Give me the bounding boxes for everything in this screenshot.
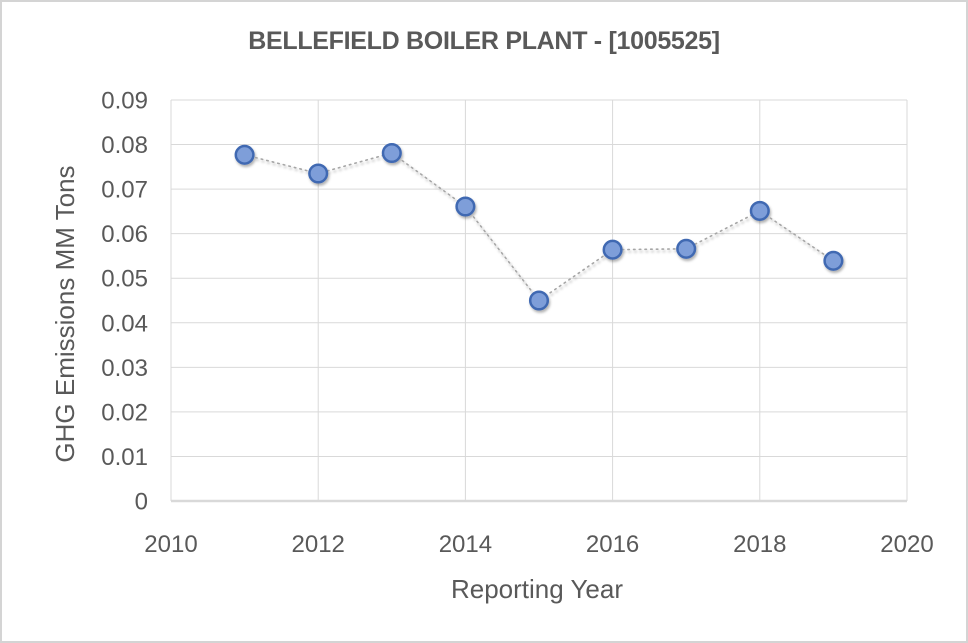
x-tick-label: 2020 xyxy=(880,531,933,558)
data-point xyxy=(749,200,770,221)
data-point xyxy=(455,196,476,217)
data-point xyxy=(676,238,697,259)
y-tick-label: 0.02 xyxy=(101,399,148,426)
data-series xyxy=(234,142,844,311)
x-tick-label: 2014 xyxy=(439,531,492,558)
y-tick-label: 0.06 xyxy=(101,221,148,248)
data-point xyxy=(528,290,550,311)
data-point xyxy=(308,163,329,184)
data-point xyxy=(381,142,402,164)
data-line xyxy=(243,152,835,302)
y-tick-label: 0.09 xyxy=(101,88,148,115)
data-point xyxy=(602,239,623,260)
y-tick-label: 0.04 xyxy=(101,310,148,337)
y-tick-label: 0 xyxy=(135,489,148,516)
x-axis-title: Reporting Year xyxy=(450,574,624,604)
x-tick-label: 2018 xyxy=(733,531,786,558)
data-point xyxy=(234,144,255,165)
data-point xyxy=(823,250,844,271)
y-tick-label: 0.05 xyxy=(101,266,148,293)
y-tick-label: 0.03 xyxy=(101,355,148,382)
x-tick-label: 2010 xyxy=(144,531,197,558)
x-tick-label: 2012 xyxy=(292,531,345,558)
chart-title: BELLEFIELD BOILER PLANT - [1005525] xyxy=(248,27,720,55)
y-tick-label: 0.08 xyxy=(101,132,148,159)
x-tick-label: 2016 xyxy=(586,531,639,558)
y-tick-label: 0.01 xyxy=(101,444,148,471)
y-tick-label: 0.07 xyxy=(101,177,148,204)
